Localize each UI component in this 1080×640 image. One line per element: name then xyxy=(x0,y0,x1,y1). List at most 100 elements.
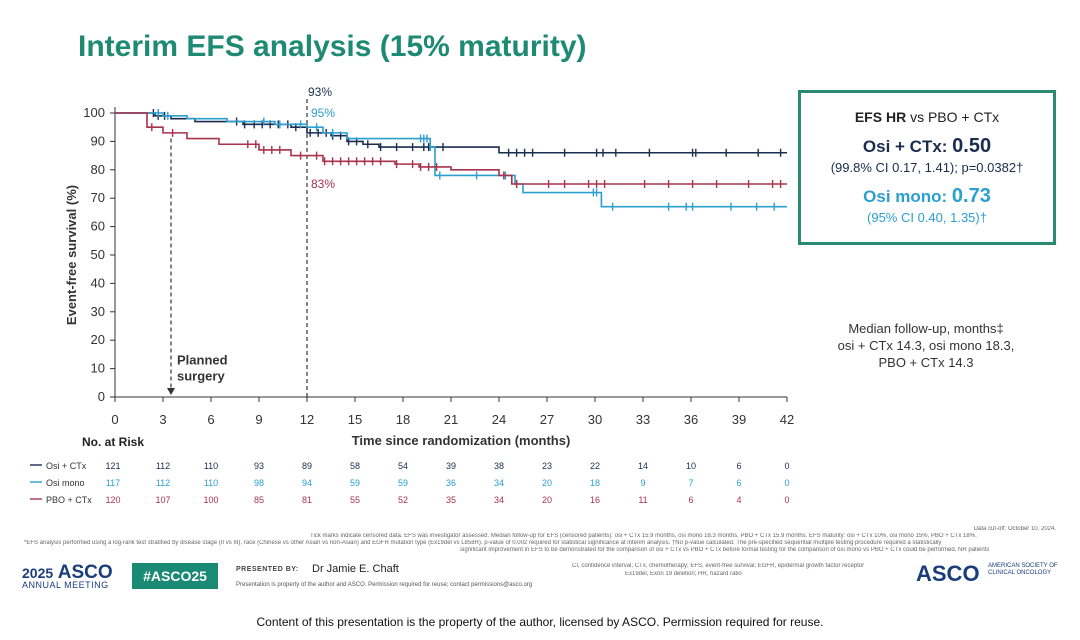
x-tick-label: 0 xyxy=(111,412,118,427)
y-tick-label: 80 xyxy=(91,162,105,177)
footnote-abbrev-2: Ex19del, Exon 19 deletion; HR, hazard ra… xyxy=(625,571,742,577)
hashtag-badge: #ASCO25 xyxy=(132,563,218,589)
at-risk-value: 35 xyxy=(446,495,456,505)
y-tick-label: 0 xyxy=(98,389,105,404)
at-risk-value: 14 xyxy=(638,461,648,471)
at-risk-value: 0 xyxy=(784,495,789,505)
km-curve-pbo-ctx xyxy=(115,112,787,185)
y-tick-label: 60 xyxy=(91,219,105,234)
planned-surgery-label-1: Planned xyxy=(177,352,228,367)
landmark-label-pbo-ctx: 83% xyxy=(311,177,335,191)
y-tick-label: 90 xyxy=(91,133,105,148)
hr-osi-mono-ci: (95% CI 0.40, 1.35)† xyxy=(867,210,987,225)
at-risk-value: 10 xyxy=(686,461,696,471)
km-curve-osi-ctx xyxy=(115,112,787,154)
asco-logo: ASCO xyxy=(916,561,980,586)
x-tick-label: 36 xyxy=(684,412,698,427)
at-risk-value: 117 xyxy=(106,478,120,488)
at-risk-value: 98 xyxy=(254,478,264,488)
y-tick-label: 70 xyxy=(91,190,105,205)
at-risk-value: 20 xyxy=(542,495,552,505)
y-tick-label: 10 xyxy=(91,361,105,376)
presenter-note: Presentation is property of the author a… xyxy=(236,582,533,588)
at-risk-value: 112 xyxy=(156,461,170,471)
at-risk-value: 23 xyxy=(542,461,552,471)
y-tick-label: 20 xyxy=(91,332,105,347)
footnote-significance: significant improvement in EFS to be dem… xyxy=(460,547,990,553)
asco-logo-subtitle: AMERICAN SOCIETY OF CLINICAL ONCOLOGY xyxy=(988,563,1058,576)
y-tick-label: 100 xyxy=(83,105,105,120)
x-tick-label: 6 xyxy=(207,412,214,427)
at-risk-value: 120 xyxy=(105,495,120,505)
at-risk-value: 89 xyxy=(302,461,312,471)
x-tick-label: 9 xyxy=(255,412,262,427)
at-risk-row-label: Osi mono xyxy=(46,478,85,488)
x-tick-label: 12 xyxy=(300,412,314,427)
at-risk-value: 34 xyxy=(494,478,504,488)
at-risk-value: 6 xyxy=(736,478,741,488)
median-followup: Median follow-up, months‡ osi + CTx 14.3… xyxy=(837,321,1015,370)
at-risk-value: 20 xyxy=(542,478,552,488)
hr-osi-ctx-ci: (99.8% CI 0.17, 1.41); p=0.0382† xyxy=(830,160,1024,175)
x-tick-label: 15 xyxy=(348,412,362,427)
y-tick-label: 50 xyxy=(91,247,105,262)
hr-osi-ctx: Osi + CTx: 0.50 xyxy=(862,135,992,157)
hr-osi-mono-value: 0.73 xyxy=(951,185,991,207)
at-risk-value: 81 xyxy=(302,495,312,505)
at-risk-value: 7 xyxy=(688,478,693,488)
copyright-banner: Content of this presentation is the prop… xyxy=(256,615,824,629)
at-risk-value: 110 xyxy=(204,461,218,471)
at-risk-value: 11 xyxy=(638,495,647,505)
presented-by-label: PRESENTED BY: xyxy=(236,566,299,573)
at-risk-value: 0 xyxy=(784,478,789,488)
footnote-abbrev-1: CI, confidence interval; CTx, chemothera… xyxy=(572,563,865,569)
at-risk-value: 121 xyxy=(105,461,120,471)
at-risk-value: 18 xyxy=(590,478,600,488)
landmark-label-osi-mono: 95% xyxy=(311,106,335,120)
at-risk-value: 110 xyxy=(204,478,218,488)
at-risk-value: 39 xyxy=(446,461,456,471)
slide-title: Interim EFS analysis (15% maturity) xyxy=(78,30,587,63)
presenter-name: Dr Jamie E. Chaft xyxy=(312,563,399,575)
at-risk-value: 52 xyxy=(398,495,408,505)
x-axis-label: Time since randomization (months) xyxy=(352,433,571,448)
at-risk-value: 38 xyxy=(494,461,504,471)
x-tick-label: 3 xyxy=(159,412,166,427)
x-tick-label: 27 xyxy=(540,412,554,427)
at-risk-value: 6 xyxy=(736,461,741,471)
at-risk-value: 9 xyxy=(640,478,645,488)
at-risk-value: 54 xyxy=(398,461,408,471)
meeting-logo: 2025 ASCO xyxy=(22,562,113,583)
at-risk-value: 34 xyxy=(494,495,504,505)
planned-surgery-label-2: surgery xyxy=(177,369,225,384)
hr-osi-mono: Osi mono: 0.73 xyxy=(863,185,991,207)
at-risk-value: 6 xyxy=(688,495,693,505)
at-risk-value: 4 xyxy=(736,495,741,505)
at-risk-value: 59 xyxy=(398,478,408,488)
at-risk-row-label: PBO + CTx xyxy=(46,495,92,505)
landmark-label-osi-ctx: 93% xyxy=(308,85,332,99)
x-tick-label: 18 xyxy=(396,412,410,427)
at-risk-value: 36 xyxy=(446,478,456,488)
hr-osi-ctx-value: 0.50 xyxy=(952,135,992,157)
at-risk-value: 16 xyxy=(590,495,600,505)
at-risk-value: 58 xyxy=(350,461,360,471)
planned-surgery-arrow xyxy=(167,388,175,395)
footnote-tick-marks: Tick marks indicate censored data. EFS w… xyxy=(310,533,977,539)
at-risk-value: 94 xyxy=(302,478,312,488)
y-tick-label: 40 xyxy=(91,275,105,290)
y-axis-label: Event-free survival (%) xyxy=(64,185,79,325)
at-risk-value: 22 xyxy=(590,461,600,471)
at-risk-row-label: Osi + CTx xyxy=(46,461,87,471)
at-risk-value: 107 xyxy=(155,495,170,505)
meeting-logo-subtitle: ANNUAL MEETING xyxy=(22,580,109,590)
hr-box-header: EFS HR vs PBO + CTx xyxy=(854,109,1000,125)
at-risk-title: No. at Risk xyxy=(82,435,144,449)
y-tick-label: 30 xyxy=(91,304,105,319)
km-curve-osi-mono xyxy=(115,112,787,208)
at-risk-value: 100 xyxy=(203,495,218,505)
at-risk-value: 59 xyxy=(350,478,360,488)
footnote-analysis: *EFS analysis performed using a log-rank… xyxy=(24,540,942,546)
x-tick-label: 33 xyxy=(636,412,650,427)
